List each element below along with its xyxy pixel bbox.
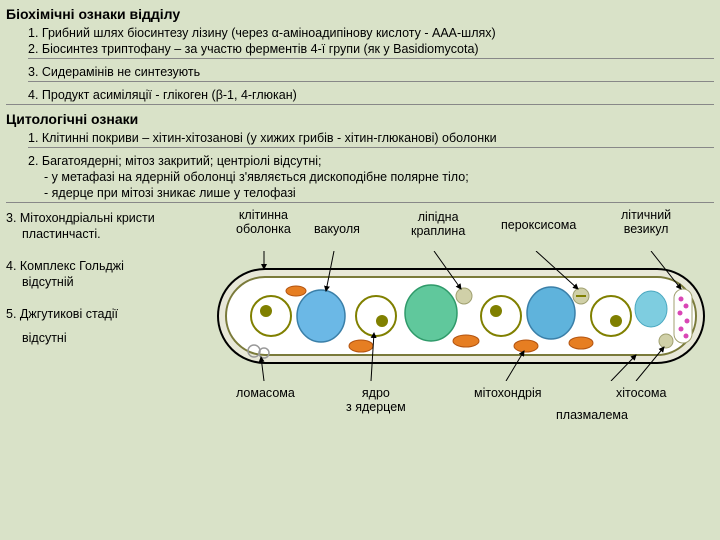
label-plasmalemma: плазмалема: [556, 409, 628, 423]
divider: [6, 104, 714, 105]
cyto-item: відсутні: [6, 331, 206, 345]
cyto-item: 2. Багатоядерні; мітоз закритий; центріо…: [28, 154, 714, 168]
cyto-item: пластинчасті.: [6, 227, 206, 241]
cyto-item: 1. Клітинні покриви – хітин-хітозанові (…: [28, 131, 714, 145]
cyto-item: - у метафазі на ядерній оболонці з'являє…: [28, 170, 714, 184]
divider: [28, 58, 714, 59]
cyto-title: Цитологічні ознаки: [6, 111, 714, 127]
label-lomasome: ломасома: [236, 387, 295, 401]
label-vacuole: вакуоля: [314, 223, 360, 237]
label-nucleus: ядро з ядерцем: [346, 387, 406, 415]
label-chitosome: хітосома: [616, 387, 666, 401]
cyto-item: 3. Мітохондріальні кристи: [6, 211, 206, 225]
biochem-item: 4. Продукт асиміляції - глікоген (β-1, 4…: [28, 88, 714, 102]
biochem-item: 2. Біосинтез триптофану – за участю ферм…: [28, 42, 714, 56]
cell-svg: [216, 251, 706, 381]
label-mito: мітохондрія: [474, 387, 542, 401]
cyto-item: 4. Комплекс Гольджі: [6, 259, 206, 273]
divider: [28, 81, 714, 82]
label-cell-wall: клітинна оболонка: [236, 209, 291, 237]
cyto-item: відсутній: [6, 275, 206, 289]
label-lytic: літичний везикул: [621, 209, 671, 237]
divider: [28, 147, 714, 148]
biochem-title: Біохімічні ознаки відділу: [6, 6, 714, 22]
label-lipid: ліпідна краплина: [411, 211, 465, 239]
cyto-item: 5. Джгутикові стадії: [6, 307, 206, 321]
cyto-item: - ядерце при мітозі зникає лише у телофа…: [28, 186, 714, 200]
cell-diagram: клітинна оболонка вакуоля ліпідна крапли…: [216, 209, 714, 384]
divider: [6, 202, 714, 203]
label-peroxisome: пероксисома: [501, 219, 576, 233]
biochem-item: 3. Сидерамінів не синтезують: [28, 65, 714, 79]
biochem-item: 1. Грибний шлях біосинтезу лізину (через…: [28, 26, 714, 40]
